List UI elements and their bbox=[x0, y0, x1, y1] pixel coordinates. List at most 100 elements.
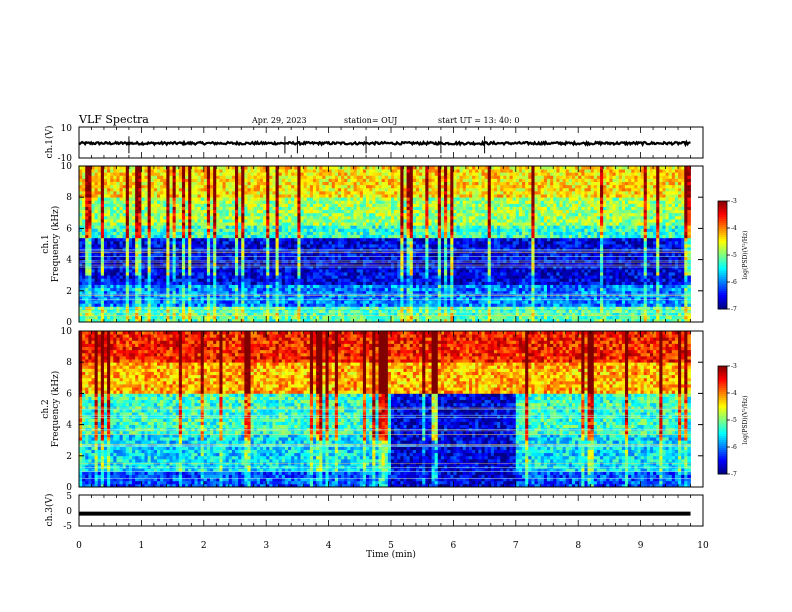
spectrogram-cell bbox=[303, 268, 308, 273]
spectrogram-cell bbox=[384, 253, 389, 257]
spectrogram-cell bbox=[181, 209, 186, 214]
spectrogram-cell bbox=[85, 178, 89, 182]
spectrogram-cell bbox=[219, 281, 223, 285]
spectrogram-cell bbox=[153, 253, 158, 257]
spectrogram-cell bbox=[278, 219, 283, 223]
spectrogram-cell bbox=[172, 281, 177, 285]
spectrogram-cell bbox=[110, 281, 114, 285]
spectrogram-cell bbox=[300, 197, 305, 201]
spectrogram-cell bbox=[97, 272, 102, 276]
spectrogram-cell bbox=[150, 222, 155, 226]
spectrogram-cell bbox=[210, 231, 214, 236]
spectrogram-cell bbox=[300, 203, 305, 207]
spectrogram-cell bbox=[269, 219, 273, 223]
spectrogram-cell bbox=[356, 268, 361, 273]
spectrogram-cell bbox=[231, 194, 236, 198]
spectrogram-cell bbox=[375, 287, 379, 292]
spectrogram-cell bbox=[231, 172, 236, 176]
spectrogram-cell bbox=[153, 237, 158, 242]
spectrogram-cell bbox=[263, 262, 267, 267]
date-label: Apr. 29, 2023 bbox=[251, 116, 307, 125]
spectrogram-cell bbox=[266, 178, 270, 182]
spectrogram-cell bbox=[387, 253, 392, 257]
spectrogram-cell bbox=[141, 244, 145, 248]
spectrogram-cell bbox=[166, 172, 170, 176]
spectrogram-cell bbox=[185, 209, 189, 214]
spectrogram-cell bbox=[319, 184, 323, 189]
spectrogram-cell bbox=[210, 253, 214, 257]
spectrogram-cell bbox=[206, 287, 211, 292]
spectrogram-cell bbox=[203, 228, 208, 232]
spectrogram-cell bbox=[147, 231, 152, 236]
spectrogram-cell bbox=[107, 318, 111, 323]
spectrogram-cell bbox=[272, 275, 276, 279]
spectrogram-cell bbox=[119, 297, 124, 301]
spectrogram-cell bbox=[228, 222, 233, 226]
spectrogram-cell bbox=[309, 234, 314, 239]
spectrogram-cell bbox=[132, 169, 136, 173]
spectrogram-cell bbox=[328, 318, 333, 323]
spectrogram-cell bbox=[378, 219, 383, 223]
spectrogram-cell bbox=[247, 166, 251, 170]
spectrogram-cell bbox=[309, 281, 314, 285]
spectrogram-cell bbox=[144, 209, 149, 214]
spectrogram-cell bbox=[103, 175, 108, 179]
spectrogram-cell bbox=[97, 244, 102, 248]
spectrogram-cell bbox=[153, 275, 158, 279]
spectrogram-cell bbox=[387, 287, 392, 292]
spectrogram-cell bbox=[107, 181, 111, 186]
spectrogram-cell bbox=[178, 309, 183, 314]
spectrogram-cell bbox=[322, 212, 326, 217]
spectrogram-cell bbox=[269, 225, 273, 229]
spectrogram-cell bbox=[241, 315, 245, 320]
spectrogram-cell bbox=[288, 300, 292, 304]
spectrogram-cell bbox=[303, 169, 308, 173]
spectrogram-cell bbox=[160, 250, 164, 254]
spectrogram-cell bbox=[116, 259, 120, 264]
spectrogram-cell bbox=[350, 169, 354, 173]
spectrogram-cell bbox=[375, 228, 379, 232]
spectrogram-cell bbox=[97, 172, 102, 176]
spectrogram-cell bbox=[194, 219, 198, 223]
spectrogram-cell bbox=[303, 297, 308, 301]
spectrogram-cell bbox=[169, 300, 173, 304]
spectrogram-cell bbox=[203, 169, 208, 173]
spectrogram-cell bbox=[366, 178, 370, 182]
spectrogram-cell bbox=[372, 215, 376, 220]
spectrogram-cell bbox=[356, 197, 361, 201]
spectrogram-cell bbox=[222, 212, 227, 217]
spectrogram-cell bbox=[135, 268, 139, 273]
spectrogram-cell bbox=[94, 259, 99, 264]
spectrogram-cell bbox=[359, 250, 364, 254]
spectrogram-cell bbox=[144, 194, 149, 198]
spectrogram-cell bbox=[194, 315, 198, 320]
spectrogram-cell bbox=[216, 312, 220, 317]
spectrogram-cell bbox=[247, 256, 251, 260]
spectrogram-cell bbox=[356, 303, 361, 307]
spectrogram-cell bbox=[122, 194, 127, 198]
spectrogram-cell bbox=[203, 259, 208, 264]
spectrogram-cell bbox=[281, 268, 286, 273]
spectrogram-cell bbox=[344, 312, 348, 317]
spectrogram-cell bbox=[297, 303, 301, 307]
spectrogram-cell bbox=[235, 244, 239, 248]
spectrogram-cell bbox=[350, 228, 354, 232]
spectrogram-cell bbox=[94, 300, 99, 304]
spectrogram-cell bbox=[82, 222, 86, 226]
spectrogram-cell bbox=[206, 225, 211, 229]
spectrogram-cell bbox=[369, 259, 373, 264]
spectrogram-cell bbox=[206, 290, 211, 295]
spectrogram-cell bbox=[181, 234, 186, 239]
spectrogram-cell bbox=[263, 190, 267, 195]
spectrogram-cell bbox=[366, 203, 370, 207]
spectrogram-cell bbox=[316, 318, 320, 323]
spectrogram-cell bbox=[316, 172, 320, 176]
spectrogram-cell bbox=[206, 172, 211, 176]
spectrogram-cell bbox=[334, 237, 339, 242]
spectrogram-cell bbox=[222, 259, 227, 264]
spectrogram-cell bbox=[341, 290, 345, 295]
spectrogram-cell bbox=[113, 219, 117, 223]
spectrogram-cell bbox=[387, 312, 392, 317]
spectrogram-cell bbox=[203, 297, 208, 301]
spectrogram-cell bbox=[250, 240, 255, 245]
